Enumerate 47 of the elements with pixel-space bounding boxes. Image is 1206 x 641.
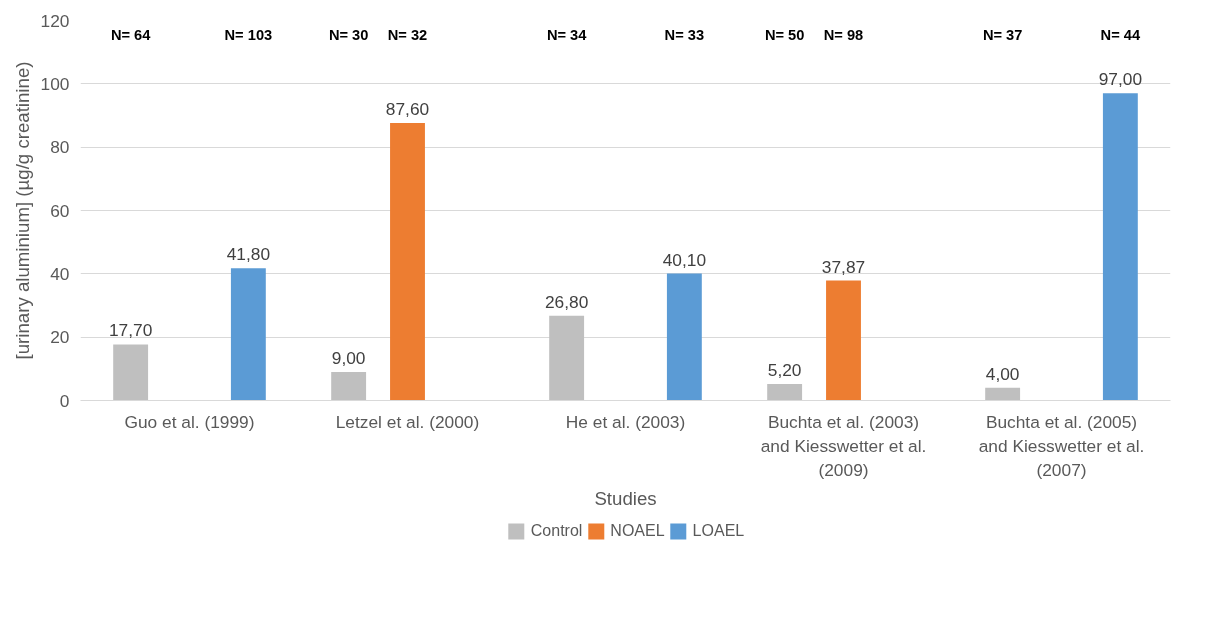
y-tick-label: 20: [50, 327, 70, 348]
annotation: N= 32: [387, 26, 428, 43]
x-tick-label: Guo et al. (1999): [124, 411, 255, 432]
data-label: 9,00: [331, 348, 366, 368]
y-tick-label: 40: [50, 263, 70, 284]
y-tick-label: 120: [40, 10, 70, 31]
y-tick-label: 80: [50, 137, 70, 158]
data-label: 87,60: [385, 99, 430, 120]
data-label: 37,87: [821, 256, 866, 277]
annotation: N= 33: [664, 26, 705, 43]
x-tick-label: Buchta et al. (2003) and Kiesswetter et al. (2009): [760, 411, 927, 480]
annotation: N= 34: [546, 26, 588, 43]
data-label: 5,20: [767, 360, 802, 381]
data-label: 40,10: [662, 249, 707, 270]
data-label: 26,80: [544, 291, 589, 312]
x-tick-label: Buchta et al. (2005) and Kiesswetter et al. (2007): [978, 411, 1145, 480]
bar: [767, 384, 803, 401]
y-tick-label: 100: [40, 73, 70, 94]
x-tick-label: He et al. (2003): [565, 411, 686, 432]
annotation: N= 37: [982, 26, 1023, 43]
bar: [985, 387, 1021, 401]
bar: [1102, 93, 1138, 401]
bar: [113, 344, 149, 401]
legend-label: LOAEL: [692, 522, 745, 540]
annotation: N= 103: [224, 26, 273, 43]
y-axis-title: [urinary aluminium] (µg/g creatinine): [11, 61, 33, 360]
annotation: N= 50: [764, 26, 805, 43]
annotation: N= 44: [1100, 26, 1141, 43]
legend-label: Control: [530, 522, 583, 540]
annotation: N= 98: [823, 26, 864, 43]
bar: [826, 280, 861, 401]
bar: [666, 273, 702, 401]
data-label: 17,70: [108, 320, 153, 341]
x-tick-label: Letzel et al. (2000): [335, 411, 480, 432]
data-label: 41,80: [226, 244, 271, 265]
data-label: 4,00: [985, 363, 1020, 384]
bar: [230, 268, 266, 401]
annotation: N= 30: [328, 26, 369, 43]
annotation: N= 64: [110, 26, 152, 43]
bar: [331, 372, 367, 401]
y-tick-label: 0: [59, 390, 70, 411]
x-axis-title: Studies: [594, 487, 657, 509]
data-label: 97,00: [1098, 69, 1143, 90]
bar: [549, 315, 585, 401]
bar: [390, 123, 425, 401]
y-tick-label: 60: [50, 200, 70, 221]
legend-label: NOAEL: [610, 522, 665, 540]
